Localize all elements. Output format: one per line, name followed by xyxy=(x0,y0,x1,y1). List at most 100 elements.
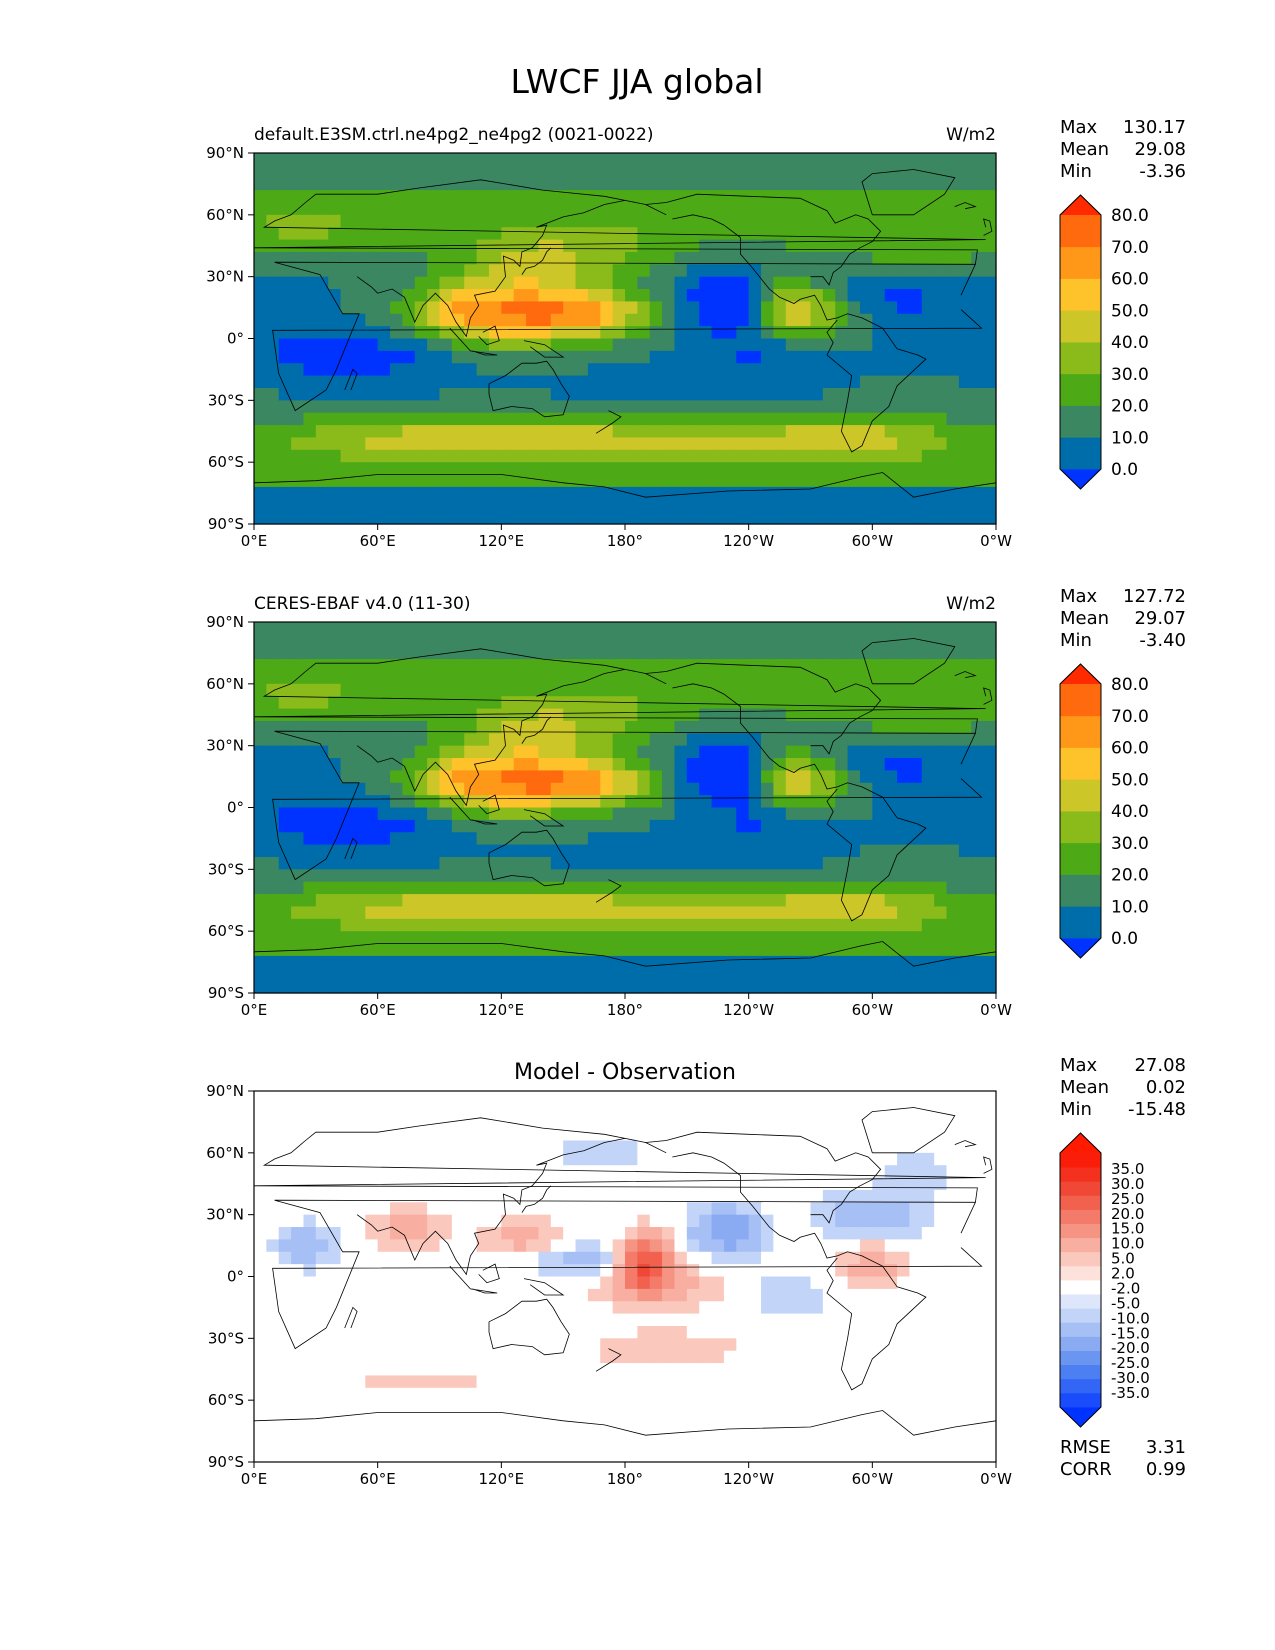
data-cell xyxy=(427,338,441,352)
data-cell xyxy=(414,733,428,747)
data-cell xyxy=(723,251,737,265)
data-cell xyxy=(859,177,873,191)
data-cell xyxy=(587,894,601,908)
data-cell xyxy=(538,1363,552,1377)
data-cell xyxy=(476,1202,490,1216)
data-cell xyxy=(587,1091,601,1104)
data-cell xyxy=(748,276,762,290)
data-cell xyxy=(291,1288,305,1302)
data-cell xyxy=(872,214,886,228)
data-cell xyxy=(439,412,453,426)
data-cell xyxy=(377,733,391,747)
data-cell xyxy=(711,832,725,846)
data-cell xyxy=(637,1375,651,1389)
data-cell xyxy=(897,745,911,759)
data-cell xyxy=(761,177,774,191)
data-cell xyxy=(600,412,614,426)
data-cell xyxy=(563,251,577,265)
data-cell xyxy=(563,1412,577,1426)
data-cell xyxy=(649,239,663,253)
data-cell xyxy=(402,745,416,759)
data-cell xyxy=(600,177,614,191)
data-cell xyxy=(686,375,700,389)
data-cell xyxy=(303,1152,317,1166)
data-cell xyxy=(723,474,737,488)
data-cell xyxy=(328,227,342,241)
data-cell xyxy=(390,511,403,525)
data-cell xyxy=(254,708,267,722)
data-cell xyxy=(476,1437,490,1451)
data-cell xyxy=(550,264,564,278)
data-cell xyxy=(328,1325,342,1339)
data-cell xyxy=(587,980,601,994)
data-cell xyxy=(748,1227,762,1240)
data-cell xyxy=(761,708,774,722)
data-cell xyxy=(352,1363,366,1377)
data-cell xyxy=(662,264,676,278)
data-cell xyxy=(847,214,861,228)
data-cell xyxy=(414,1103,428,1117)
data-cell xyxy=(662,153,676,166)
data-cell xyxy=(909,733,923,747)
data-cell xyxy=(328,1115,342,1129)
data-cell xyxy=(575,622,589,635)
data-cell xyxy=(352,881,366,895)
data-cell xyxy=(488,276,502,290)
data-cell xyxy=(810,462,824,476)
data-cell xyxy=(686,264,700,278)
data-cell xyxy=(414,214,428,228)
data-cell xyxy=(637,894,651,908)
data-cell xyxy=(810,807,824,821)
data-cell xyxy=(390,733,403,747)
data-cell xyxy=(328,894,342,908)
data-cell xyxy=(971,832,985,846)
data-cell xyxy=(402,1214,416,1228)
data-cell xyxy=(315,1437,329,1451)
data-cell xyxy=(773,165,787,179)
data-cell xyxy=(600,239,614,253)
data-cell xyxy=(365,819,379,833)
data-cell xyxy=(736,214,750,228)
data-cell xyxy=(538,251,552,265)
data-cell xyxy=(637,511,651,525)
data-cell xyxy=(414,400,428,414)
data-cell xyxy=(934,289,948,302)
data-cell xyxy=(476,1239,490,1253)
data-cell xyxy=(365,1412,379,1426)
data-cell xyxy=(625,1202,638,1216)
data-cell xyxy=(674,918,688,932)
data-cell xyxy=(958,165,972,179)
data-cell xyxy=(488,1214,502,1228)
data-cell xyxy=(501,437,515,451)
data-cell xyxy=(427,1189,441,1203)
data-cell xyxy=(377,202,391,216)
data-cell xyxy=(785,881,799,895)
data-cell xyxy=(513,1165,527,1179)
data-cell xyxy=(365,720,379,734)
data-cell xyxy=(946,511,960,525)
data-cell xyxy=(798,782,812,796)
data-cell xyxy=(600,881,614,895)
data-cell xyxy=(513,499,527,513)
data-cell xyxy=(612,931,626,945)
data-cell xyxy=(538,683,552,697)
data-cell xyxy=(637,1325,651,1339)
data-cell xyxy=(872,239,886,253)
data-cell xyxy=(340,1288,354,1302)
data-cell xyxy=(328,264,342,278)
data-cell xyxy=(538,1103,552,1117)
data-cell xyxy=(736,425,750,439)
data-cell xyxy=(328,1251,342,1265)
data-cell xyxy=(810,326,824,340)
data-cell xyxy=(711,1276,725,1290)
data-cell xyxy=(402,499,416,513)
data-cell xyxy=(847,955,861,969)
data-cell xyxy=(365,906,379,920)
stat-value: 130.17 xyxy=(1123,117,1186,138)
data-cell xyxy=(291,708,305,722)
data-cell xyxy=(278,511,292,525)
data-cell xyxy=(711,1363,725,1377)
data-cell xyxy=(625,968,638,982)
data-cell xyxy=(699,1251,713,1265)
data-cell xyxy=(600,1115,614,1129)
